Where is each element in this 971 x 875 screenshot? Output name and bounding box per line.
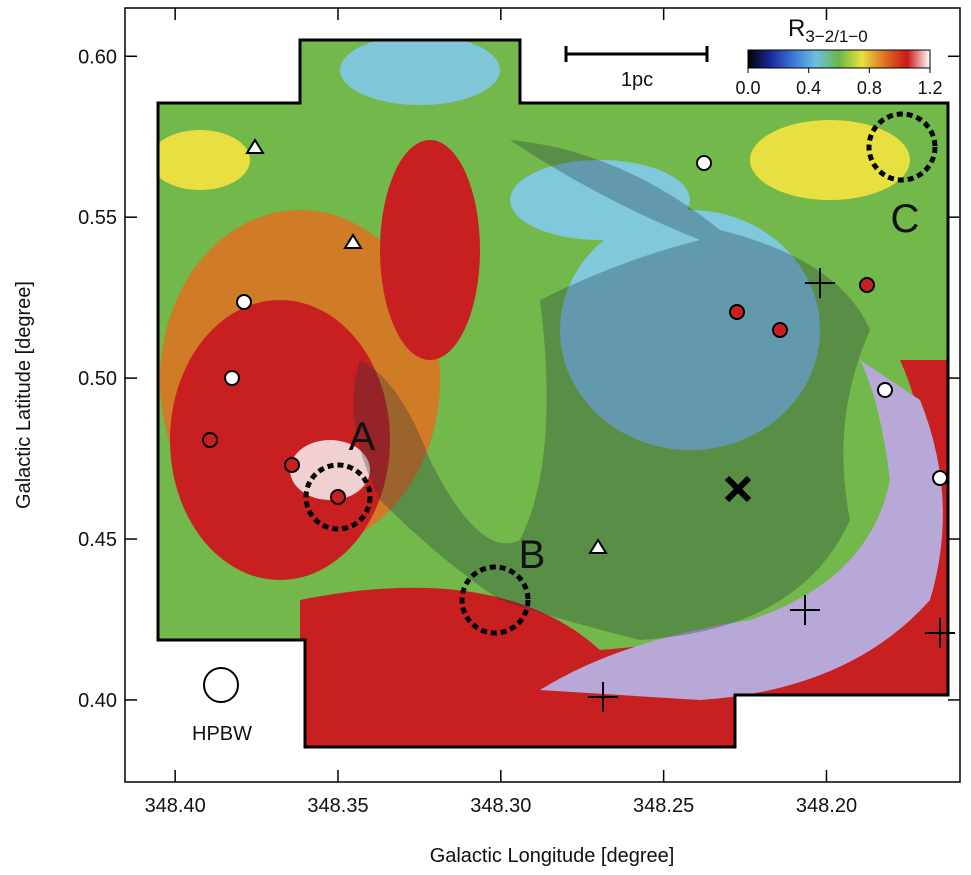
colorbar-tick-label: 0.4	[796, 78, 821, 98]
colorbar-tick-label: 0.8	[857, 78, 882, 98]
scale-bar-label: 1pc	[621, 69, 653, 91]
x-tick-label: 348.25	[633, 795, 694, 817]
y-tick-label: 0.45	[78, 529, 117, 551]
plot-frame	[124, 7, 961, 783]
x-tick-label: 348.40	[145, 795, 206, 817]
map-outline	[156, 38, 950, 749]
y-tick-label: 0.40	[78, 690, 117, 712]
x-tick-label: 348.30	[470, 795, 531, 817]
ratio-map	[158, 40, 948, 747]
beam-label: HPBW	[192, 723, 252, 745]
region-label: B	[519, 533, 546, 577]
colorbar-subscript: 3−2/1−0	[805, 27, 867, 46]
scale-bar	[564, 46, 709, 62]
y-tick-label: 0.50	[78, 368, 117, 390]
colorbar-symbol: R	[788, 15, 805, 42]
x-tick-label: 348.35	[307, 795, 368, 817]
x-tick-label: 348.20	[796, 795, 857, 817]
colorbar-tick-label: 0.0	[735, 78, 760, 98]
x-axis-label: Galactic Longitude [degree]	[430, 845, 675, 867]
markers	[202, 111, 955, 712]
region-label: C	[891, 197, 920, 241]
region-label: A	[349, 415, 376, 459]
colorbar-tick-label: 1.2	[917, 78, 942, 98]
colorbar	[747, 49, 931, 69]
y-tick-label: 0.60	[78, 46, 117, 68]
y-axis-label: Galactic Latitude [degree]	[13, 281, 35, 509]
colorbar-title: R3−2/1−0	[788, 15, 868, 46]
y-tick-label: 0.55	[78, 207, 117, 229]
